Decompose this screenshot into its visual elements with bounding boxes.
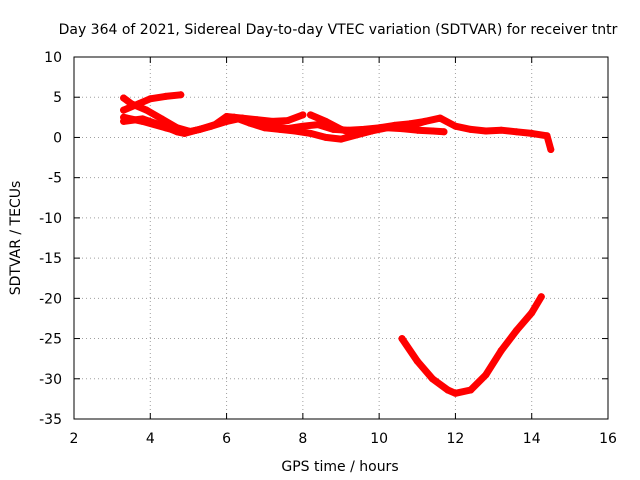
data-point — [139, 117, 147, 125]
x-tick-label: 6 — [222, 431, 231, 447]
data-point — [513, 128, 520, 136]
x-axis-label: GPS time / hours — [281, 459, 398, 475]
data-point — [482, 371, 490, 379]
data-point — [451, 122, 459, 130]
data-point — [322, 133, 330, 141]
data-point — [211, 121, 219, 129]
y-tick-label: -5 — [48, 171, 62, 187]
data-point — [230, 113, 238, 121]
data-point — [268, 117, 276, 125]
data-point — [162, 92, 169, 100]
data-point — [162, 124, 169, 132]
data-point — [158, 115, 166, 123]
data-point — [497, 126, 505, 134]
data-point — [352, 130, 360, 138]
y-tick-label: -30 — [39, 372, 62, 388]
data-point — [368, 127, 375, 135]
x-tick-label: 10 — [370, 431, 388, 447]
series-group — [120, 91, 555, 397]
chart-title: Day 364 of 2021, Sidereal Day-to-day VTE… — [59, 22, 618, 38]
data-point — [276, 125, 284, 133]
data-point — [127, 100, 135, 108]
data-point — [451, 389, 459, 397]
data-point — [322, 117, 330, 125]
data-point — [181, 129, 189, 137]
x-tick-label: 16 — [599, 431, 617, 447]
data-point — [246, 119, 253, 127]
data-point — [299, 111, 307, 119]
data-point — [537, 293, 545, 301]
data-point — [120, 94, 128, 102]
x-tick-label: 4 — [146, 431, 155, 447]
data-point — [406, 122, 414, 130]
data-point — [146, 95, 154, 103]
data-point — [528, 309, 536, 317]
y-tick-label: 10 — [44, 50, 62, 66]
plot-border — [73, 56, 609, 420]
data-point — [513, 327, 520, 334]
data-point — [337, 135, 345, 143]
data-point — [429, 127, 436, 135]
y-tick-label: 0 — [53, 130, 62, 146]
data-point — [497, 347, 505, 355]
data-point — [436, 114, 444, 122]
y-tick-label: -15 — [39, 251, 62, 267]
data-point — [482, 127, 490, 135]
y-tick-label: -25 — [39, 332, 62, 348]
y-axis-label: SDTVAR / TECUs — [8, 181, 24, 296]
data-point — [177, 91, 185, 99]
data-point — [390, 124, 398, 132]
data-point — [143, 106, 150, 114]
data-point — [467, 386, 475, 394]
data-point — [314, 121, 322, 129]
x-tick-label: 2 — [70, 431, 79, 447]
data-point — [543, 132, 551, 140]
data-point — [307, 129, 314, 137]
data-point — [429, 375, 436, 383]
data-point — [307, 111, 314, 119]
data-point — [284, 117, 292, 125]
data-point — [413, 126, 421, 134]
y-tick-label: -10 — [39, 211, 62, 227]
data-point — [383, 124, 391, 132]
y-tick-label: 5 — [53, 90, 62, 106]
x-tick-label: 14 — [523, 431, 541, 447]
data-point — [196, 125, 204, 133]
data-point — [398, 335, 406, 343]
data-point — [291, 127, 299, 135]
y-tick-label: -35 — [39, 412, 62, 428]
data-point — [120, 106, 128, 114]
data-point — [337, 125, 345, 133]
data-point — [467, 125, 475, 133]
data-point — [547, 146, 555, 153]
data-point — [120, 113, 128, 121]
x-tick-label: 12 — [447, 431, 465, 447]
data-point — [528, 129, 536, 137]
data-point — [261, 124, 269, 132]
data-point — [421, 117, 429, 125]
y-tick-label: -20 — [39, 291, 62, 307]
ticks: 2 4 6 8 10 12 14 16 10 5 0 -5 -10 -15 -20 -25 -30 -35 — [39, 50, 617, 447]
x-tick-label: 8 — [298, 431, 307, 447]
data-point — [413, 357, 421, 365]
data-point — [440, 128, 448, 136]
data-point — [223, 113, 231, 120]
data-point — [299, 122, 307, 130]
data-point — [444, 386, 452, 394]
